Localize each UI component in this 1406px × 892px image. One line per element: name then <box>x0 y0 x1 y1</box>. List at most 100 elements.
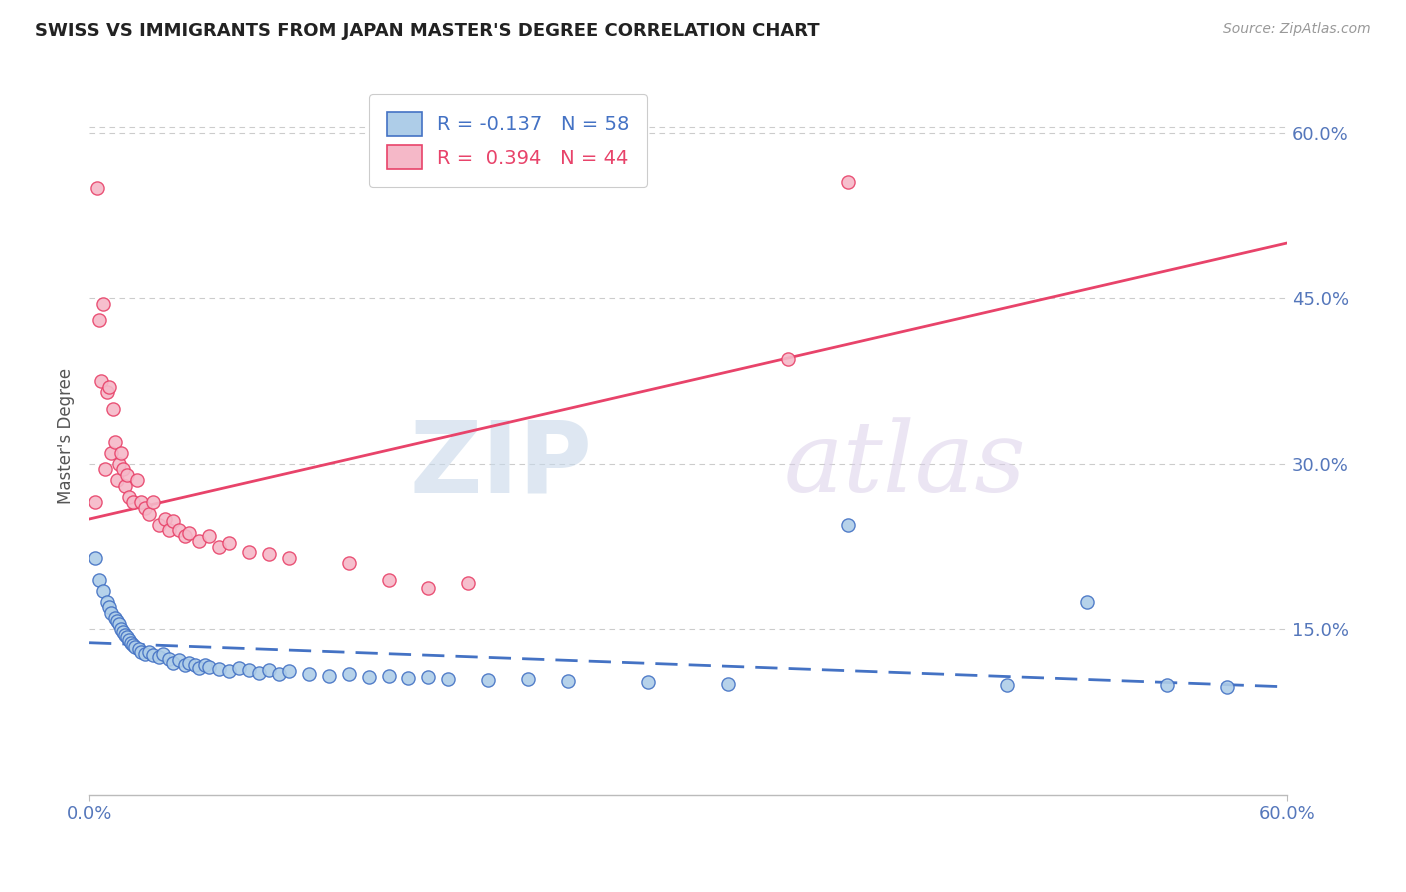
Point <box>110 446 132 460</box>
Point <box>114 628 136 642</box>
Point <box>167 523 190 537</box>
Point <box>218 536 240 550</box>
Point <box>91 297 114 311</box>
Point <box>277 550 299 565</box>
Point <box>115 467 138 482</box>
Point <box>228 661 250 675</box>
Point <box>174 528 197 542</box>
Point <box>267 666 290 681</box>
Point <box>148 517 170 532</box>
Point <box>134 647 156 661</box>
Point <box>91 583 114 598</box>
Point <box>837 175 859 189</box>
Point <box>90 374 112 388</box>
Point <box>194 657 217 672</box>
Point <box>177 656 200 670</box>
Point <box>717 676 740 690</box>
Point <box>837 517 859 532</box>
Point <box>98 379 121 393</box>
Point <box>377 573 399 587</box>
Point <box>122 495 145 509</box>
Point <box>277 665 299 679</box>
Point <box>84 550 107 565</box>
Point <box>111 624 134 639</box>
Point <box>148 650 170 665</box>
Point <box>637 675 659 690</box>
Point <box>87 573 110 587</box>
Point <box>457 576 479 591</box>
Point <box>98 600 121 615</box>
Point <box>84 495 107 509</box>
Point <box>86 181 108 195</box>
Text: ZIP: ZIP <box>409 417 592 514</box>
Point <box>124 640 146 654</box>
Point <box>128 642 150 657</box>
Point <box>477 673 499 688</box>
Point <box>377 669 399 683</box>
Point <box>1216 680 1239 694</box>
Point <box>198 660 221 674</box>
Text: SWISS VS IMMIGRANTS FROM JAPAN MASTER'S DEGREE CORRELATION CHART: SWISS VS IMMIGRANTS FROM JAPAN MASTER'S … <box>35 22 820 40</box>
Point <box>162 656 184 670</box>
Point <box>129 495 152 509</box>
Point <box>517 672 540 686</box>
Point <box>208 662 231 676</box>
Point <box>776 351 799 366</box>
Point <box>174 657 197 672</box>
Point <box>247 665 270 680</box>
Point <box>129 644 152 658</box>
Point <box>120 636 142 650</box>
Text: atlas: atlas <box>783 417 1026 513</box>
Point <box>152 647 174 661</box>
Point <box>437 672 460 686</box>
Point <box>557 674 579 689</box>
Point <box>398 671 420 685</box>
Point <box>238 545 260 559</box>
Point <box>104 611 127 625</box>
Point <box>122 638 145 652</box>
Point <box>100 446 122 460</box>
Y-axis label: Master's Degree: Master's Degree <box>58 368 75 504</box>
Point <box>94 462 117 476</box>
Point <box>157 523 180 537</box>
Point <box>167 653 190 667</box>
Point <box>142 648 165 662</box>
Point <box>115 630 138 644</box>
Point <box>110 623 132 637</box>
Point <box>142 495 165 509</box>
Point <box>96 385 118 400</box>
Point <box>105 474 128 488</box>
Point <box>995 678 1018 692</box>
Point <box>118 490 141 504</box>
Point <box>218 665 240 679</box>
Point <box>87 313 110 327</box>
Point <box>318 669 340 683</box>
Point <box>118 633 141 648</box>
Point <box>138 644 160 658</box>
Point <box>198 528 221 542</box>
Point <box>1076 595 1098 609</box>
Point <box>162 514 184 528</box>
Point <box>108 616 131 631</box>
Point <box>114 479 136 493</box>
Point <box>187 534 209 549</box>
Point <box>357 670 380 684</box>
Point <box>1156 678 1178 692</box>
Point <box>418 581 440 595</box>
Point <box>177 526 200 541</box>
Point <box>238 663 260 677</box>
Point <box>105 614 128 628</box>
Point <box>187 661 209 675</box>
Point <box>298 666 321 681</box>
Point <box>108 457 131 471</box>
Point <box>96 595 118 609</box>
Point <box>257 548 280 562</box>
Point <box>153 512 176 526</box>
Point <box>257 663 280 677</box>
Point <box>337 556 360 570</box>
Point <box>157 652 180 666</box>
Point <box>111 462 134 476</box>
Point <box>134 501 156 516</box>
Point <box>125 474 148 488</box>
Point <box>100 606 122 620</box>
